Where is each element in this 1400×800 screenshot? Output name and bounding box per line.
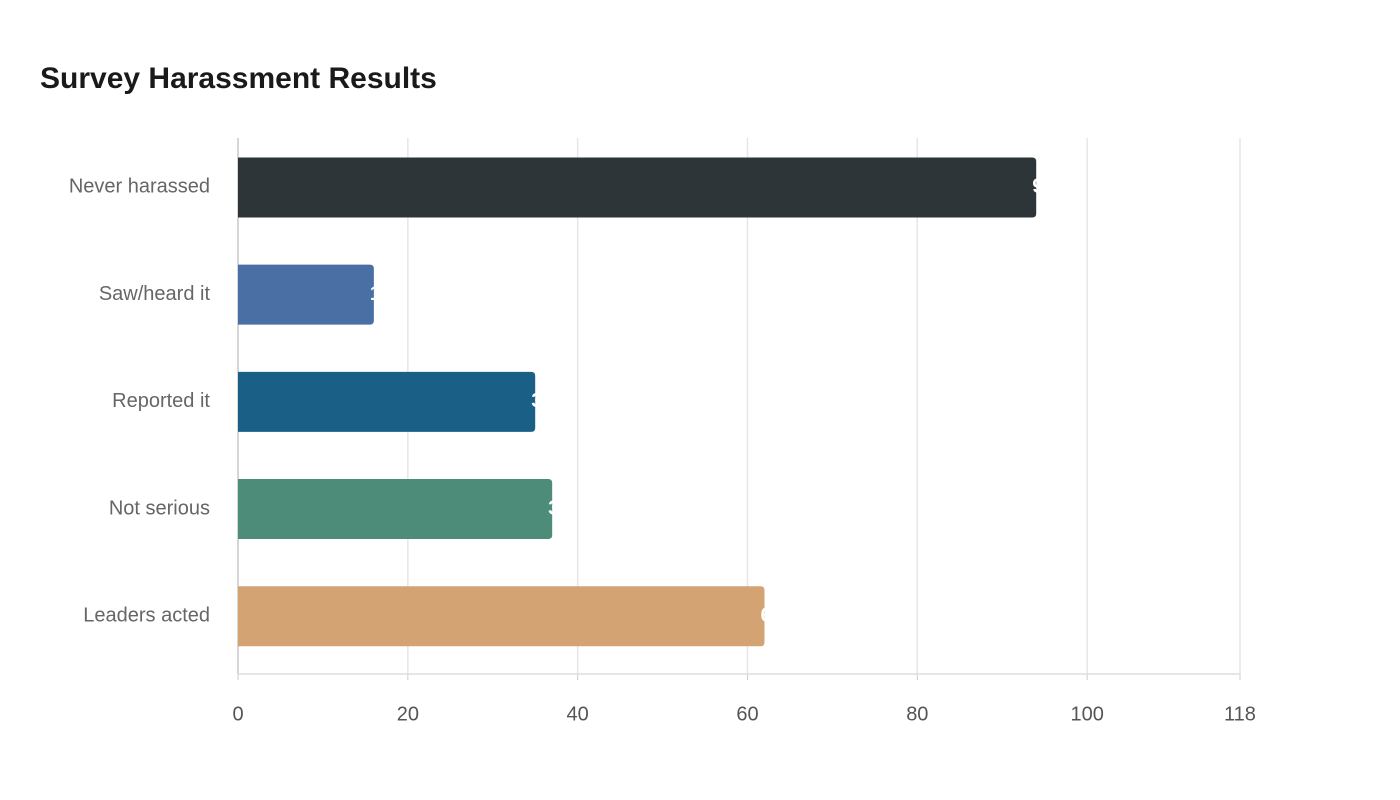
y-tick-label: Never harassed	[69, 176, 210, 198]
x-tick-label: 20	[397, 703, 419, 725]
x-tick-label: 118	[1224, 703, 1256, 725]
bar	[238, 586, 765, 647]
value-label: 62	[760, 605, 782, 627]
bar	[238, 371, 536, 432]
bar	[238, 157, 1037, 218]
bar	[238, 479, 553, 540]
x-tick-label: 0	[232, 703, 243, 725]
value-label: 37	[548, 497, 570, 519]
y-tick-label: Saw/heard it	[99, 283, 211, 305]
bar	[238, 264, 374, 325]
chart-title: Survey Harassment Results	[40, 62, 437, 95]
value-label: 35	[531, 390, 553, 412]
value-label: 94	[1032, 176, 1055, 198]
x-tick-label: 40	[567, 703, 589, 725]
value-label: 16	[370, 283, 392, 305]
y-tick-label: Not serious	[109, 497, 210, 519]
y-tick-label: Reported it	[112, 390, 210, 412]
x-tick-label: 80	[906, 703, 928, 725]
y-tick-label: Leaders acted	[83, 605, 210, 627]
x-tick-label: 100	[1070, 703, 1103, 725]
x-tick-label: 60	[736, 703, 758, 725]
